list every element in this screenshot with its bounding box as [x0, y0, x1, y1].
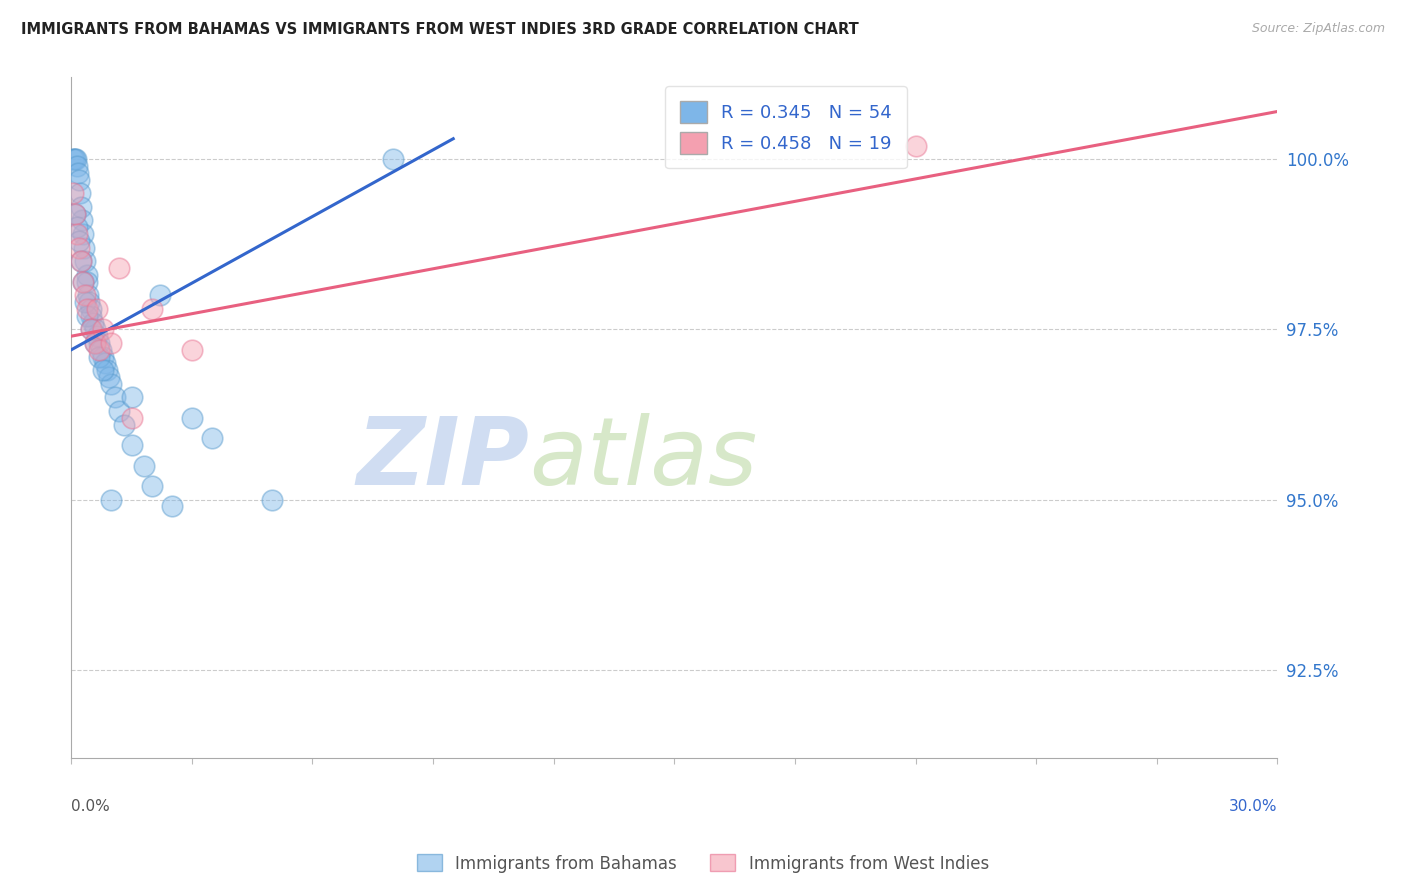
Point: [121, 438, 143, 452]
Point: [160, 500, 183, 514]
Point: [100, 376, 122, 391]
Point: [96, 363, 118, 377]
Point: [93, 363, 115, 377]
Point: [82, 316, 104, 330]
Point: [132, 458, 155, 473]
Point: [141, 301, 163, 316]
Text: 0.0%: 0.0%: [72, 799, 110, 814]
Point: [75, 295, 97, 310]
Point: [89, 350, 111, 364]
Point: [65, 152, 87, 166]
Point: [100, 336, 122, 351]
Point: [62, 152, 84, 166]
Point: [112, 417, 135, 432]
Point: [149, 288, 172, 302]
Point: [381, 152, 404, 166]
Legend: R = 0.345   N = 54, R = 0.458   N = 19: R = 0.345 N = 54, R = 0.458 N = 19: [665, 87, 907, 169]
Point: [76, 309, 98, 323]
Point: [84, 336, 107, 351]
Point: [70, 254, 93, 268]
Point: [72, 213, 94, 227]
Point: [100, 492, 122, 507]
Point: [80, 322, 103, 336]
Point: [262, 492, 284, 507]
Text: atlas: atlas: [530, 413, 758, 504]
Point: [84, 322, 107, 336]
Point: [66, 220, 89, 235]
Point: [180, 343, 202, 357]
Point: [90, 343, 112, 357]
Point: [77, 288, 100, 302]
Point: [75, 288, 97, 302]
Point: [86, 301, 108, 316]
Point: [201, 431, 224, 445]
Point: [121, 410, 143, 425]
Point: [72, 227, 94, 241]
Point: [65, 152, 87, 166]
Point: [108, 261, 131, 276]
Point: [65, 206, 87, 220]
Point: [72, 275, 94, 289]
Text: Source: ZipAtlas.com: Source: ZipAtlas.com: [1251, 22, 1385, 36]
Point: [86, 329, 108, 343]
Point: [84, 336, 107, 351]
Legend: Immigrants from Bahamas, Immigrants from West Indies: Immigrants from Bahamas, Immigrants from…: [411, 847, 995, 880]
Point: [66, 159, 89, 173]
Point: [98, 370, 121, 384]
Point: [76, 301, 98, 316]
Point: [80, 309, 103, 323]
Text: 30.0%: 30.0%: [1229, 799, 1278, 814]
Point: [63, 152, 86, 166]
Point: [93, 350, 115, 364]
Point: [65, 206, 87, 220]
Point: [89, 336, 111, 351]
Point: [79, 295, 101, 310]
Point: [70, 254, 93, 268]
Point: [62, 186, 84, 201]
Point: [72, 275, 94, 289]
Point: [67, 172, 90, 186]
Text: ZIP: ZIP: [357, 413, 530, 505]
Point: [94, 356, 117, 370]
Point: [108, 404, 131, 418]
Point: [67, 166, 90, 180]
Text: IMMIGRANTS FROM BAHAMAS VS IMMIGRANTS FROM WEST INDIES 3RD GRADE CORRELATION CHA: IMMIGRANTS FROM BAHAMAS VS IMMIGRANTS FR…: [21, 22, 859, 37]
Point: [904, 138, 927, 153]
Point: [70, 200, 93, 214]
Point: [69, 186, 91, 201]
Point: [141, 479, 163, 493]
Point: [73, 241, 96, 255]
Point: [180, 410, 202, 425]
Point: [104, 391, 127, 405]
Point: [93, 322, 115, 336]
Point: [76, 275, 98, 289]
Point: [79, 301, 101, 316]
Point: [89, 343, 111, 357]
Point: [75, 254, 97, 268]
Point: [67, 234, 90, 248]
Point: [76, 268, 98, 282]
Point: [66, 227, 89, 241]
Point: [80, 322, 103, 336]
Point: [121, 391, 143, 405]
Point: [67, 241, 90, 255]
